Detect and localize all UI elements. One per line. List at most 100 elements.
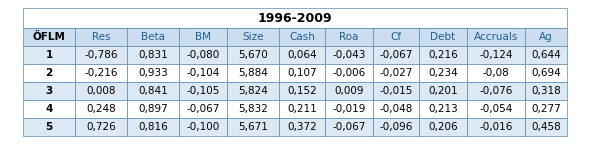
- Text: 0,008: 0,008: [86, 86, 116, 96]
- Bar: [179, 118, 227, 136]
- Text: Beta: Beta: [141, 32, 165, 42]
- Bar: [23, 64, 75, 82]
- Text: 5,670: 5,670: [238, 50, 268, 60]
- Bar: [373, 82, 419, 100]
- Bar: [525, 82, 567, 100]
- Text: 0,248: 0,248: [86, 104, 116, 114]
- Bar: [227, 82, 279, 100]
- Text: 0,458: 0,458: [531, 122, 561, 132]
- Bar: [127, 46, 179, 64]
- Bar: [179, 28, 227, 46]
- Bar: [227, 64, 279, 82]
- Text: 0,206: 0,206: [428, 122, 458, 132]
- Text: 0,726: 0,726: [86, 122, 116, 132]
- Bar: [75, 28, 127, 46]
- Text: 5,884: 5,884: [238, 68, 268, 78]
- Text: 5,824: 5,824: [238, 86, 268, 96]
- Text: 2: 2: [45, 68, 53, 78]
- Bar: [75, 64, 127, 82]
- Text: -0,048: -0,048: [379, 104, 412, 114]
- Text: -0,015: -0,015: [379, 86, 412, 96]
- Bar: [325, 46, 373, 64]
- Text: Accruals: Accruals: [474, 32, 518, 42]
- Bar: [373, 100, 419, 118]
- Bar: [419, 28, 467, 46]
- Text: 0,694: 0,694: [531, 68, 561, 78]
- Bar: [227, 28, 279, 46]
- Bar: [525, 46, 567, 64]
- Bar: [467, 82, 525, 100]
- Text: -0,096: -0,096: [379, 122, 412, 132]
- Bar: [525, 28, 567, 46]
- Text: -0,027: -0,027: [379, 68, 412, 78]
- Bar: [179, 82, 227, 100]
- Bar: [373, 118, 419, 136]
- Bar: [279, 46, 325, 64]
- Text: 0,211: 0,211: [287, 104, 317, 114]
- Bar: [419, 118, 467, 136]
- Bar: [467, 64, 525, 82]
- Text: 0,644: 0,644: [531, 50, 561, 60]
- Bar: [325, 28, 373, 46]
- Text: -0,080: -0,080: [186, 50, 219, 60]
- Bar: [467, 100, 525, 118]
- Text: 0,213: 0,213: [428, 104, 458, 114]
- Bar: [525, 118, 567, 136]
- Text: 0,841: 0,841: [138, 86, 168, 96]
- Text: 0,816: 0,816: [138, 122, 168, 132]
- Bar: [23, 8, 567, 28]
- Text: 0,107: 0,107: [287, 68, 317, 78]
- Text: 0,216: 0,216: [428, 50, 458, 60]
- Bar: [279, 82, 325, 100]
- Bar: [127, 118, 179, 136]
- Bar: [127, 100, 179, 118]
- Text: Cf: Cf: [391, 32, 402, 42]
- Bar: [75, 82, 127, 100]
- Bar: [419, 46, 467, 64]
- Text: -0,786: -0,786: [84, 50, 118, 60]
- Text: Size: Size: [242, 32, 264, 42]
- Text: -0,054: -0,054: [479, 104, 513, 114]
- Bar: [525, 100, 567, 118]
- Bar: [179, 64, 227, 82]
- Text: 0,318: 0,318: [531, 86, 561, 96]
- Bar: [419, 82, 467, 100]
- Bar: [23, 100, 75, 118]
- Bar: [325, 118, 373, 136]
- Bar: [227, 118, 279, 136]
- Text: -0,067: -0,067: [186, 104, 219, 114]
- Text: 5,671: 5,671: [238, 122, 268, 132]
- Text: 0,277: 0,277: [531, 104, 561, 114]
- Bar: [75, 100, 127, 118]
- Text: -0,016: -0,016: [479, 122, 513, 132]
- Bar: [23, 46, 75, 64]
- Text: -0,019: -0,019: [332, 104, 366, 114]
- Bar: [467, 46, 525, 64]
- Text: -0,124: -0,124: [479, 50, 513, 60]
- Text: 0,064: 0,064: [287, 50, 317, 60]
- Text: Res: Res: [92, 32, 110, 42]
- Text: 5: 5: [45, 122, 53, 132]
- Text: Cash: Cash: [289, 32, 315, 42]
- Text: 0,933: 0,933: [138, 68, 168, 78]
- Bar: [127, 82, 179, 100]
- Bar: [127, 64, 179, 82]
- Text: -0,067: -0,067: [379, 50, 412, 60]
- Bar: [373, 46, 419, 64]
- Text: -0,105: -0,105: [186, 86, 219, 96]
- Bar: [227, 46, 279, 64]
- Text: ÖFLM: ÖFLM: [32, 32, 65, 42]
- Bar: [279, 100, 325, 118]
- Text: 0,009: 0,009: [335, 86, 364, 96]
- Text: BM: BM: [195, 32, 211, 42]
- Text: Ag: Ag: [539, 32, 553, 42]
- Text: -0,067: -0,067: [332, 122, 366, 132]
- Text: 0,201: 0,201: [428, 86, 458, 96]
- Bar: [279, 28, 325, 46]
- Bar: [419, 100, 467, 118]
- Text: Debt: Debt: [431, 32, 455, 42]
- Text: 1996-2009: 1996-2009: [258, 12, 332, 24]
- Bar: [75, 118, 127, 136]
- Bar: [525, 64, 567, 82]
- Bar: [373, 64, 419, 82]
